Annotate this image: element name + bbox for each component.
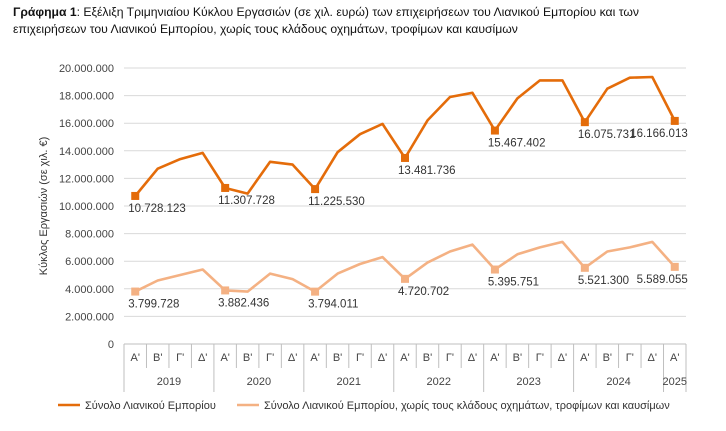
x-tick-quarter: Δ': [288, 352, 297, 364]
series-marker-2: [580, 263, 589, 272]
data-label: 11.225.530: [308, 196, 365, 208]
y-tick-label: 20.000.000: [59, 63, 114, 75]
series-marker-2: [401, 274, 409, 283]
data-label: 3.799.728: [128, 299, 179, 311]
series-marker-1: [311, 185, 320, 194]
data-label: 13.481.736: [398, 165, 456, 177]
y-tick-label: 8.000.000: [65, 229, 114, 241]
x-tick-quarter: Γ': [176, 352, 184, 364]
x-tick-quarter: Β': [243, 352, 252, 364]
x-tick-quarter: Β': [423, 352, 432, 364]
y-tick-label: 0: [108, 339, 114, 351]
series-marker-2: [670, 262, 679, 271]
series-marker-1: [670, 116, 679, 125]
series-marker-1: [490, 126, 499, 135]
series-marker-1: [580, 118, 589, 127]
x-tick-quarter: Β': [153, 352, 162, 364]
series-marker-1: [131, 191, 140, 200]
caption-text: : Εξέλιξη Τριμηνιαίου Κύκλου Εργασιών (σ…: [13, 5, 639, 36]
data-label: 16.075.731: [578, 129, 636, 141]
series-marker-2: [131, 287, 140, 296]
x-tick-year: 2022: [426, 376, 450, 388]
x-tick-quarter: Α': [670, 352, 679, 364]
caption-prefix: Γράφημα 1: [13, 5, 77, 19]
x-tick-quarter: Α': [580, 352, 589, 364]
series-marker-1: [221, 183, 230, 192]
x-tick-year: 2025: [663, 376, 687, 388]
series-marker-2: [221, 286, 230, 295]
x-tick-quarter: Δ': [378, 352, 387, 364]
y-tick-label: 18.000.000: [59, 91, 114, 103]
x-tick-quarter: Γ': [446, 352, 454, 364]
x-tick-quarter: Α': [131, 352, 140, 364]
data-label: 5.395.751: [488, 277, 539, 289]
x-tick-quarter: Δ': [648, 352, 657, 364]
y-tick-label: 4.000.000: [65, 284, 114, 296]
chart-caption: Γράφημα 1: Εξέλιξη Τριμηνιαίου Κύκλου Ερ…: [13, 4, 713, 38]
y-tick-label: 2.000.000: [65, 311, 114, 323]
y-tick-label: 14.000.000: [59, 146, 114, 158]
x-tick-quarter: Α': [310, 352, 319, 364]
x-tick-year: 2020: [247, 376, 271, 388]
x-tick-year: 2021: [337, 376, 361, 388]
series-marker-2: [490, 265, 499, 274]
x-tick-quarter: Α': [220, 352, 229, 364]
y-tick-label: 12.000.000: [59, 173, 114, 185]
x-tick-quarter: Γ': [626, 352, 634, 364]
data-label: 16.166.013: [630, 128, 688, 140]
x-tick-year: 2019: [157, 376, 181, 388]
series-marker-2: [311, 287, 320, 296]
y-tick-label: 16.000.000: [59, 118, 114, 130]
x-tick-quarter: Α': [490, 352, 499, 364]
data-label: 3.794.011: [308, 299, 358, 311]
data-label: 4.720.702: [398, 286, 449, 298]
data-label: 3.882.436: [218, 297, 269, 309]
legend-label-2: Σύνολο Λιανικού Εμπορίου, χωρίς τους κλά…: [264, 400, 670, 412]
data-label: 15.467.402: [488, 138, 546, 150]
data-label: 11.307.728: [218, 195, 275, 207]
series-marker-1: [401, 153, 409, 162]
y-tick-label: 10.000.000: [59, 201, 114, 213]
x-tick-quarter: Β': [333, 352, 342, 364]
x-tick-quarter: Γ': [266, 352, 274, 364]
data-label: 10.728.123: [128, 203, 186, 215]
y-axis-title: Κύκλος Εργασιών (σε χιλ. €): [38, 137, 50, 276]
x-tick-year: 2024: [606, 376, 630, 388]
x-tick-quarter: Γ': [356, 352, 364, 364]
data-label: 5.521.300: [578, 275, 629, 287]
y-tick-label: 6.000.000: [65, 256, 114, 268]
x-tick-quarter: Β': [603, 352, 612, 364]
x-tick-quarter: Δ': [468, 352, 477, 364]
legend-label-1: Σύνολο Λιανικού Εμπορίου: [85, 400, 216, 412]
x-tick-quarter: Δ': [198, 352, 207, 364]
x-tick-quarter: Γ': [536, 352, 544, 364]
x-tick-quarter: Δ': [558, 352, 567, 364]
x-tick-quarter: Α': [400, 352, 409, 364]
data-label: 5.589.055: [637, 274, 688, 286]
x-tick-year: 2023: [516, 376, 540, 388]
x-tick-quarter: Β': [513, 352, 522, 364]
